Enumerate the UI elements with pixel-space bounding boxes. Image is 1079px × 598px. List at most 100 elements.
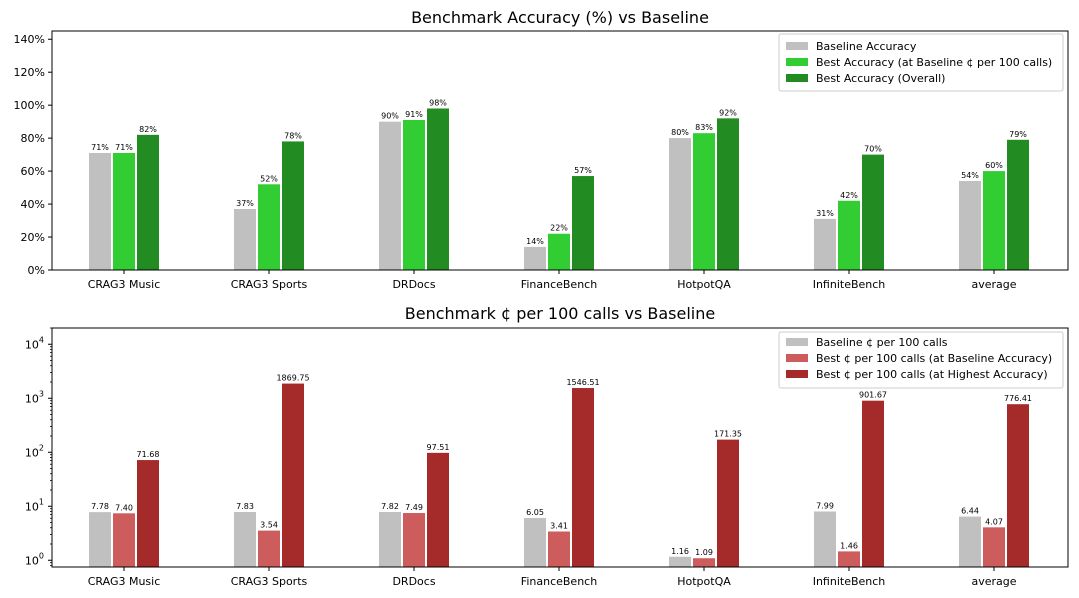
cost-plot-frame	[51, 327, 1069, 568]
accuracy-value-labels: 71% 71% 82% 37% 52% 78% 90% 91% 98% 14% 22% 57% 80% 8…	[91, 98, 1027, 245]
cost-x-tick-label-hotpotqa: HotpotQA	[677, 575, 731, 588]
accuracy-bar-value-label: 60%	[985, 161, 1003, 170]
cost-x-tick-label-financebench: FinanceBench	[521, 575, 597, 588]
cost-y-tick-label: 103	[25, 389, 44, 405]
cost-y-tick-label: 102	[25, 443, 44, 459]
cost-bar-drdocs-best-per-100-calls-at-highest-accuracy	[427, 452, 449, 567]
cost-bar-value-label: 7.78	[91, 502, 109, 511]
accuracy-bar-value-label: 37%	[236, 199, 254, 208]
cost-x-tick-label-infinitebench: InfiniteBench	[813, 575, 886, 588]
cost-legend-swatch-best-at-highest-accuracy	[786, 370, 808, 378]
cost-chart: Benchmark ¢ per 100 calls vs Baseline 7.…	[25, 304, 1069, 588]
accuracy-x-tick-label-crag3-music: CRAG3 Music	[88, 278, 161, 291]
cost-x-tick-label-crag3-sports: CRAG3 Sports	[231, 575, 308, 588]
cost-bar-value-label: 3.54	[260, 521, 278, 530]
cost-bar-value-label: 776.41	[1004, 394, 1032, 403]
accuracy-x-tick-label-financebench: FinanceBench	[521, 278, 597, 291]
cost-bar-value-label: 1.46	[840, 541, 858, 550]
cost-legend-label-best-at-baseline-accuracy: Best ¢ per 100 calls (at Baseline Accura…	[816, 352, 1052, 365]
cost-bar-average-best-per-100-calls-at-baseline-accuracy	[983, 527, 1005, 567]
accuracy-bar-drdocs-best-accuracy-at-baseline-per-100-calls	[403, 120, 425, 270]
accuracy-bar-value-label: 42%	[840, 191, 858, 200]
cost-bar-value-label: 7.40	[115, 503, 133, 512]
cost-x-tick-label-crag3-music: CRAG3 Music	[88, 575, 161, 588]
cost-bar-drdocs-best-per-100-calls-at-baseline-accuracy	[403, 513, 425, 567]
cost-bar-value-label: 97.51	[427, 443, 450, 452]
accuracy-bar-value-label: 91%	[405, 110, 423, 119]
cost-y-axis: 100 101 102 103 104	[25, 327, 52, 567]
accuracy-bar-hotpotqa-best-accuracy-at-baseline-per-100-calls	[693, 133, 715, 270]
accuracy-bar-drdocs-best-accuracy-overall	[427, 108, 449, 270]
accuracy-bar-value-label: 52%	[260, 174, 278, 183]
cost-chart-title: Benchmark ¢ per 100 calls vs Baseline	[405, 304, 715, 323]
cost-y-tick-label: 100	[25, 551, 44, 567]
cost-bar-infinitebench-best-per-100-calls-at-baseline-accuracy	[838, 551, 860, 567]
accuracy-x-tick-label-drdocs: DRDocs	[392, 278, 435, 291]
cost-bar-infinitebench-best-per-100-calls-at-highest-accuracy	[862, 400, 884, 567]
cost-bar-value-label: 171.35	[714, 430, 742, 439]
accuracy-legend-box	[778, 33, 1064, 92]
accuracy-y-tick-label: 20%	[21, 231, 45, 244]
accuracy-bar-value-label: 90%	[381, 112, 399, 121]
cost-legend: Baseline ¢ per 100 calls Best ¢ per 100 …	[778, 331, 1064, 389]
cost-x-axis: CRAG3 Music CRAG3 Sports DRDocs FinanceBenc…	[88, 567, 1017, 588]
accuracy-x-tick-label-crag3-sports: CRAG3 Sports	[231, 278, 308, 291]
accuracy-bar-hotpotqa-baseline-accuracy	[669, 138, 691, 270]
cost-value-labels: 7.78 7.40 71.68 7.83 3.54 1869.75 7.82 7.49 97.5…	[91, 374, 1032, 558]
cost-bar-hotpotqa-best-per-100-calls-at-highest-accuracy	[717, 439, 739, 567]
cost-bar-value-label: 6.05	[526, 508, 544, 517]
accuracy-x-tick-label-infinitebench: InfiniteBench	[813, 278, 886, 291]
accuracy-bar-infinitebench-best-accuracy-at-baseline-per-100-calls	[838, 200, 860, 270]
accuracy-legend-swatch-best-overall	[786, 74, 808, 82]
accuracy-bars	[89, 108, 1029, 271]
cost-bar-value-label: 4.07	[985, 517, 1003, 526]
accuracy-y-tick-label: 80%	[21, 132, 45, 145]
cost-bar-financebench-best-per-100-calls-at-highest-accuracy	[572, 388, 594, 567]
cost-bar-value-label: 7.83	[236, 502, 254, 511]
accuracy-bar-infinitebench-baseline-accuracy	[814, 218, 836, 270]
accuracy-bar-crag3-sports-baseline-accuracy	[234, 209, 256, 270]
accuracy-y-tick-label: 100%	[14, 99, 45, 112]
accuracy-bar-financebench-best-accuracy-at-baseline-per-100-calls	[548, 233, 570, 270]
accuracy-bar-value-label: 83%	[695, 123, 713, 132]
cost-bar-financebench-baseline-per-100-calls	[524, 518, 546, 567]
cost-bar-value-label: 1546.51	[566, 378, 599, 387]
cost-bar-value-label: 3.41	[550, 521, 568, 530]
accuracy-bar-financebench-best-accuracy-overall	[572, 176, 594, 270]
cost-bar-value-label: 7.49	[405, 503, 423, 512]
accuracy-bar-value-label: 70%	[864, 145, 882, 154]
cost-x-tick-label-drdocs: DRDocs	[392, 575, 435, 588]
cost-bar-drdocs-baseline-per-100-calls	[379, 512, 401, 567]
cost-bar-crag3-music-baseline-per-100-calls	[89, 512, 111, 567]
accuracy-y-tick-label: 140%	[14, 33, 45, 46]
accuracy-bar-value-label: 14%	[526, 237, 544, 246]
cost-bar-value-label: 1869.75	[276, 374, 309, 383]
cost-bar-hotpotqa-baseline-per-100-calls	[669, 556, 691, 567]
cost-bar-crag3-music-best-per-100-calls-at-highest-accuracy	[137, 460, 159, 567]
cost-legend-label-best-at-highest-accuracy: Best ¢ per 100 calls (at Highest Accurac…	[816, 368, 1048, 381]
accuracy-bar-value-label: 57%	[574, 166, 592, 175]
cost-bar-average-baseline-per-100-calls	[959, 516, 981, 567]
cost-bar-value-label: 7.99	[816, 502, 834, 511]
cost-bar-infinitebench-baseline-per-100-calls	[814, 511, 836, 567]
accuracy-legend-label-best-overall: Best Accuracy (Overall)	[816, 72, 945, 85]
accuracy-bar-infinitebench-best-accuracy-overall	[862, 154, 884, 270]
accuracy-legend-label-best-at-baseline-cost: Best Accuracy (at Baseline ¢ per 100 cal…	[816, 56, 1052, 69]
accuracy-bar-value-label: 31%	[816, 209, 834, 218]
accuracy-x-axis: CRAG3 Music CRAG3 Sports DRDocs FinanceBenc…	[88, 270, 1017, 291]
accuracy-bar-crag3-sports-best-accuracy-at-baseline-per-100-calls	[258, 184, 280, 270]
cost-legend-label-baseline: Baseline ¢ per 100 calls	[816, 336, 948, 349]
accuracy-bar-value-label: 92%	[719, 108, 737, 117]
accuracy-chart-title: Benchmark Accuracy (%) vs Baseline	[411, 8, 709, 27]
cost-bar-value-label: 7.82	[381, 502, 399, 511]
cost-legend-swatch-baseline	[786, 338, 808, 346]
accuracy-bar-financebench-baseline-accuracy	[524, 246, 546, 270]
accuracy-legend-label-baseline: Baseline Accuracy	[816, 40, 917, 53]
cost-bar-value-label: 1.16	[671, 547, 689, 556]
accuracy-bar-average-best-accuracy-overall	[1007, 139, 1029, 270]
cost-bar-value-label: 71.68	[137, 450, 160, 459]
accuracy-x-tick-label-average: average	[971, 278, 1016, 291]
accuracy-chart: Benchmark Accuracy (%) vs Baseline 71% 71…	[14, 8, 1069, 291]
accuracy-bar-crag3-music-baseline-accuracy	[89, 152, 111, 270]
accuracy-bar-value-label: 82%	[139, 125, 157, 134]
